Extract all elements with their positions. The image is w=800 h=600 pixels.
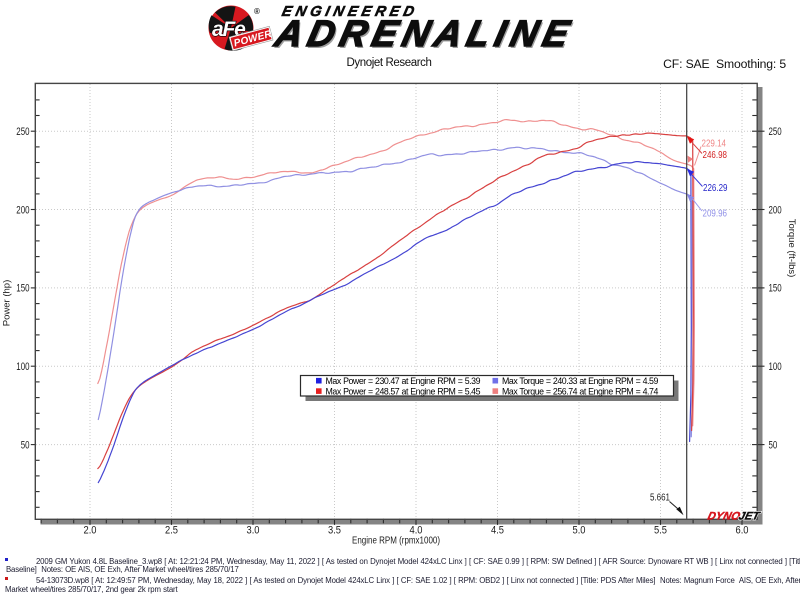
svg-text:50: 50 (769, 439, 778, 451)
svg-text:250: 250 (16, 126, 29, 138)
svg-text:DYNO: DYNO (706, 511, 741, 523)
svg-text:250: 250 (769, 126, 782, 138)
svg-text:Max Power = 230.47 at Engine R: Max Power = 230.47 at Engine RPM = 5.39 (326, 376, 481, 386)
svg-text:246.98: 246.98 (703, 149, 728, 161)
svg-text:50: 50 (21, 439, 30, 451)
svg-text:6.0: 6.0 (736, 525, 749, 537)
svg-text:200: 200 (16, 204, 29, 216)
svg-text:Torque (ft-lbs): Torque (ft-lbs) (786, 219, 797, 278)
svg-text:229.14: 229.14 (702, 138, 727, 150)
svg-text:Max Power = 248.57 at Engine R: Max Power = 248.57 at Engine RPM = 5.45 (326, 386, 481, 396)
svg-text:JET: JET (737, 511, 761, 523)
svg-text:Max Torque = 240.33 at Engine: Max Torque = 240.33 at Engine RPM = 4.59 (502, 376, 658, 386)
svg-text:226.29: 226.29 (703, 182, 728, 194)
svg-text:150: 150 (16, 283, 29, 295)
svg-text:150: 150 (769, 283, 782, 295)
svg-text:2.5: 2.5 (165, 525, 178, 537)
svg-text:209.96: 209.96 (703, 208, 728, 220)
svg-text:JET: JET (737, 511, 761, 523)
svg-text:5.661: 5.661 (650, 493, 670, 504)
svg-text:200: 200 (769, 204, 782, 216)
svg-text:5.0: 5.0 (573, 525, 586, 537)
svg-text:Max Torque = 256.74 at Engine: Max Torque = 256.74 at Engine RPM = 4.74 (502, 386, 658, 396)
svg-text:5.5: 5.5 (654, 525, 667, 537)
svg-text:2.0: 2.0 (84, 525, 97, 537)
svg-text:3.0: 3.0 (247, 525, 260, 537)
svg-text:®: ® (254, 7, 260, 16)
svg-text:3.5: 3.5 (328, 525, 341, 537)
svg-text:4.5: 4.5 (491, 525, 504, 537)
svg-text:Engine RPM (rpmx1000): Engine RPM (rpmx1000) (352, 536, 440, 547)
svg-text:Power (hp): Power (hp) (2, 280, 13, 326)
svg-text:4.0: 4.0 (410, 525, 423, 537)
svg-text:100: 100 (16, 361, 29, 373)
svg-text:100: 100 (769, 361, 782, 373)
